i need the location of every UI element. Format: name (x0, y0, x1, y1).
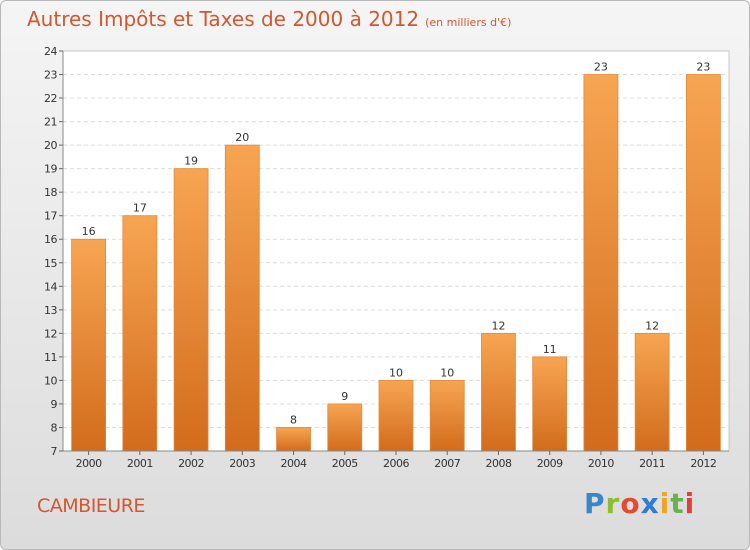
data-label-2008: 12 (491, 319, 505, 332)
x-tick-label-2012: 2012 (690, 457, 716, 470)
x-tick-label-2007: 2007 (434, 457, 460, 470)
bar-2012 (685, 74, 721, 452)
data-label-2000: 16 (82, 225, 96, 238)
bar-2005 (327, 403, 363, 452)
y-tick-label: 18 (44, 186, 57, 199)
data-label-2009: 11 (543, 343, 557, 356)
data-label-2006: 10 (389, 366, 403, 379)
x-tick-label-2008: 2008 (485, 457, 511, 470)
bar-2004 (276, 427, 311, 452)
bar-2010 (583, 74, 619, 452)
y-tick-label: 22 (44, 92, 57, 105)
y-tick-label: 17 (44, 210, 57, 223)
bar-2006 (378, 380, 414, 452)
proxiti-logo[interactable]: Proxiti (584, 487, 695, 520)
x-tick-label-2000: 2000 (76, 457, 102, 470)
logo-letter: x (640, 487, 660, 520)
chart-subtitle: (en milliers d'€) (425, 16, 512, 29)
y-tick-label: 13 (44, 304, 57, 317)
bar-2007 (429, 380, 465, 452)
data-label-2004: 8 (290, 413, 297, 426)
x-tick-label-2011: 2011 (639, 457, 665, 470)
y-tick-label: 11 (44, 351, 57, 364)
logo-letter: o (620, 487, 641, 520)
x-tick-label-2006: 2006 (383, 457, 409, 470)
axes: 7 8 9 10 11 12 13 14 15 16 17 18 19 20 21 22 23 24 2000 200… (44, 45, 729, 470)
x-tick-label-2010: 2010 (588, 457, 614, 470)
x-tick-label-2003: 2003 (229, 457, 255, 470)
y-tick-label: 19 (44, 163, 57, 176)
chart-title: Autres Impôts et Taxes de 2000 à 2012 (en… (27, 7, 511, 31)
bar-2008 (481, 332, 516, 452)
data-label-2011: 12 (645, 319, 659, 332)
bar-2000 (71, 238, 107, 452)
x-tick-label-2002: 2002 (178, 457, 204, 470)
y-tick-label: 20 (44, 139, 57, 152)
data-label-2001: 17 (133, 202, 147, 215)
logo-letter: t (670, 487, 685, 520)
location-name: CAMBIEURE (37, 495, 145, 517)
y-tick-label: 23 (44, 69, 57, 82)
bars: 16 17 19 20 8 9 10 10 12 11 23 12 23 (71, 61, 721, 452)
x-tick-label-2001: 2001 (127, 457, 153, 470)
y-tick-label: 12 (44, 327, 57, 340)
y-tick-label: 8 (51, 421, 58, 434)
data-label-2010: 23 (594, 61, 608, 74)
y-tick-label: 16 (44, 233, 57, 246)
data-label-2002: 19 (184, 155, 198, 168)
x-tick-label-2005: 2005 (332, 457, 358, 470)
data-label-2003: 20 (235, 131, 249, 144)
bar-2002 (173, 168, 209, 452)
y-tick-label: 24 (44, 45, 57, 58)
logo-letter: P (584, 487, 606, 520)
bar-2001 (122, 215, 158, 452)
logo-letter: i (659, 487, 671, 520)
y-tick-label: 21 (44, 116, 57, 129)
data-label-2005: 9 (341, 390, 348, 403)
y-tick-label: 9 (51, 398, 58, 411)
bar-2003 (224, 144, 260, 452)
x-tick-label-2004: 2004 (281, 457, 307, 470)
y-tick-label: 15 (44, 257, 57, 270)
bar-2011 (634, 332, 670, 452)
y-tick-label: 7 (51, 445, 58, 458)
data-label-2012: 23 (696, 61, 710, 74)
bar-2009 (532, 356, 568, 452)
logo-letter: r (605, 487, 621, 520)
data-label-2007: 10 (440, 366, 454, 379)
chart-title-text: Autres Impôts et Taxes de 2000 à 2012 (27, 7, 420, 31)
x-tick-label-2009: 2009 (537, 457, 563, 470)
logo-letter: i (684, 487, 696, 520)
y-tick-label: 10 (44, 374, 57, 387)
y-tick-label: 14 (44, 280, 57, 293)
